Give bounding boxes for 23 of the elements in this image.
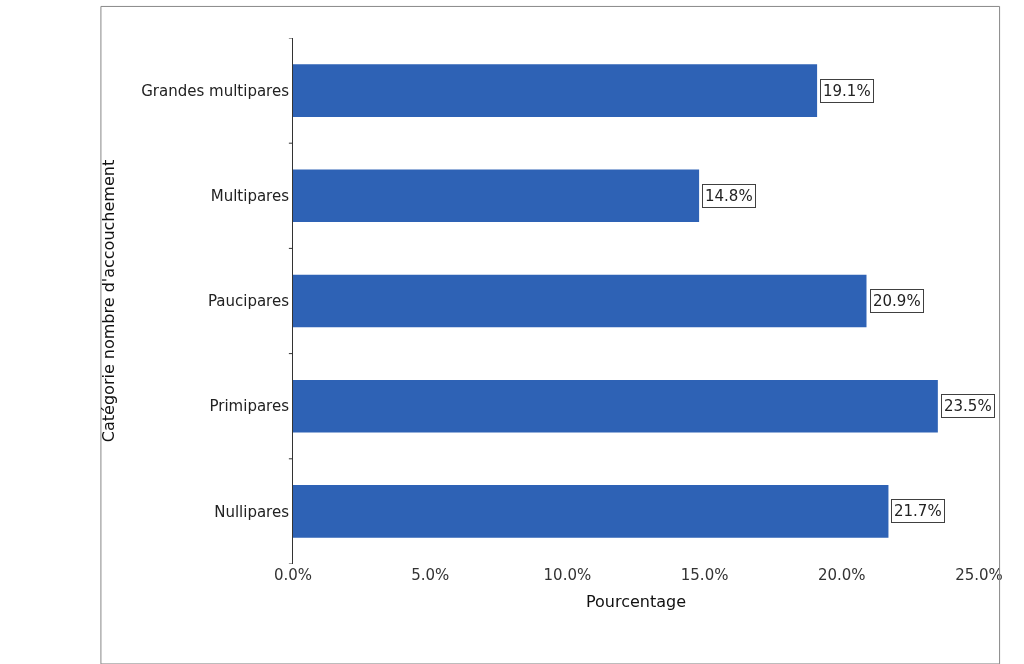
bar [293, 169, 700, 223]
data-label: 23.5% [944, 397, 992, 415]
y-axis-title: Catégorie nombre d'accouchement [99, 159, 119, 443]
bar [293, 485, 889, 538]
x-axis-title: Pourcentage [585, 591, 687, 611]
y-tick-label: Grandes multipares [141, 81, 290, 100]
bar [293, 379, 938, 433]
x-tick-label: 10.0% [543, 566, 592, 584]
x-tick-label: 5.0% [411, 566, 450, 584]
bar [293, 274, 867, 328]
bar [293, 64, 818, 117]
data-label: 19.1% [823, 82, 871, 100]
x-tick-label: 0.0% [273, 566, 313, 584]
y-tick-label: Multipares [210, 187, 290, 206]
x-tick-label: 20.0% [817, 566, 866, 584]
data-label: 20.9% [873, 292, 921, 310]
x-tick-label: 25.0% [955, 566, 1003, 584]
y-tick-label: Paucipares [207, 292, 290, 311]
data-label: 14.8% [705, 187, 753, 205]
y-tick-label: Primipares [209, 397, 290, 416]
x-tick-label: 15.0% [680, 566, 729, 584]
y-tick-label: Nullipares [214, 502, 290, 521]
data-label: 21.7% [894, 502, 942, 520]
